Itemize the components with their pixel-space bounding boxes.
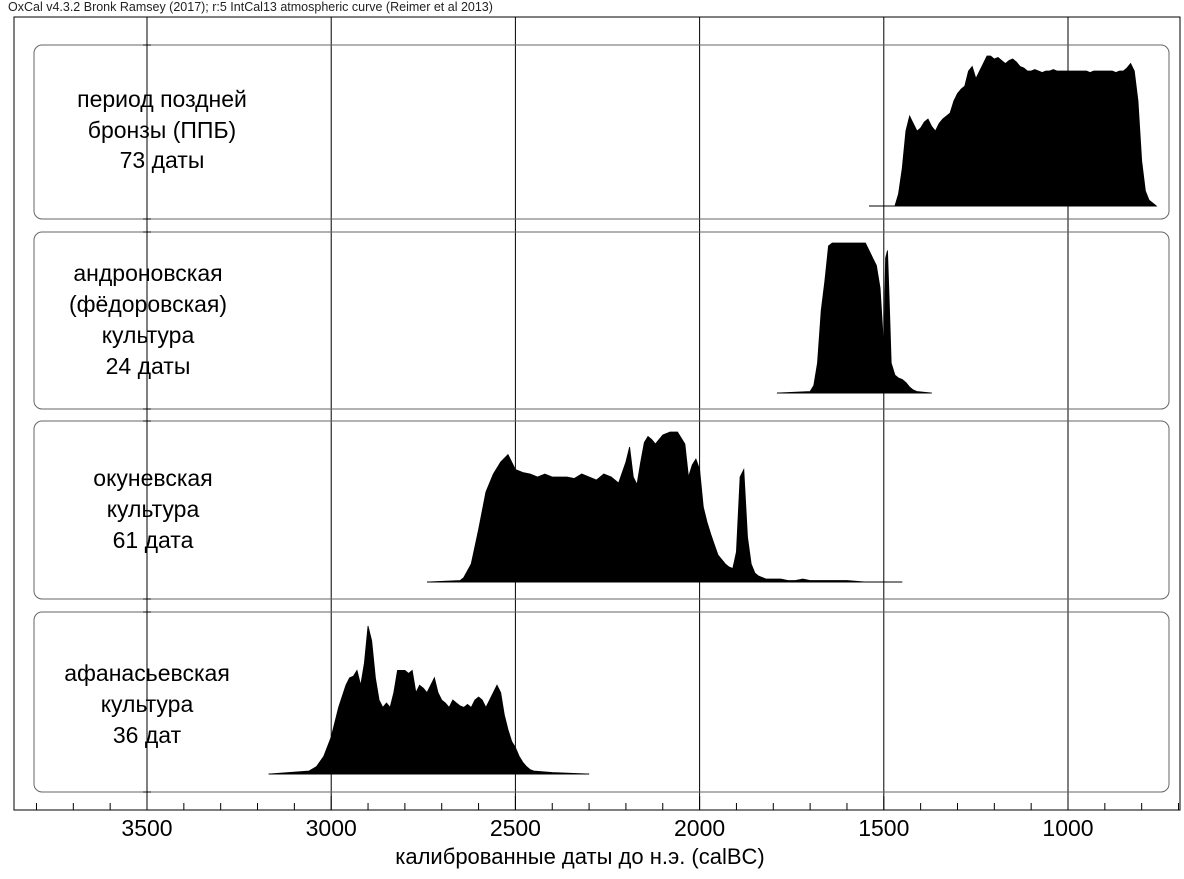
panel-1	[33, 44, 1170, 220]
panel-label-2-line-4: 24 даты	[106, 353, 191, 379]
panel-label-4-line-3: 36 дат	[113, 722, 182, 748]
panels	[33, 44, 1170, 793]
density-area-4	[268, 625, 590, 775]
tick-label-3500: 3500	[121, 815, 172, 841]
panel-label-3-line-3: 61 дата	[113, 527, 194, 553]
panel-labels: период поздней бронзы (ППБ) 73 даты андроно…	[64, 86, 247, 748]
panel-label-3-line-1: окуневская	[93, 465, 212, 491]
grid	[146, 17, 1069, 810]
plot-frame	[13, 16, 1181, 811]
tick-label-2500: 2500	[490, 815, 541, 841]
density-area-1	[869, 55, 1158, 207]
tick-label-1500: 1500	[858, 815, 909, 841]
tick-label-3000: 3000	[306, 815, 357, 841]
tick-label-1000: 1000	[1042, 815, 1093, 841]
panel-4	[33, 611, 1170, 793]
panel-label-1-line-3: 73 даты	[120, 147, 205, 173]
density-areas	[268, 55, 1158, 775]
panel-label-2-line-1: андроновская	[73, 260, 222, 286]
panel-label-1-line-2: бронзы (ППБ)	[88, 117, 236, 143]
chart-header: OxCal v4.3.2 Bronk Ramsey (2017); r:5 In…	[8, 0, 493, 14]
panel-label-1-line-1: период поздней	[77, 86, 247, 112]
x-axis-title: калиброванные даты до н.э. (calBC)	[395, 844, 765, 869]
panel-label-4-line-2: культура	[101, 691, 194, 717]
panel-label-3-line-2: культура	[107, 496, 200, 522]
density-area-2	[776, 242, 932, 394]
panel-label-4-line-1: афанасьевская	[64, 660, 230, 686]
panel-3	[33, 420, 1170, 600]
panel-label-2-line-3: культура	[102, 322, 195, 348]
density-area-3	[426, 431, 903, 583]
panel-label-2-line-2: (фёдоровская)	[69, 291, 227, 317]
x-axis: 3500 3000 2500 2000 1500 1000	[35, 44, 1180, 841]
panel-2	[33, 231, 1170, 410]
tick-label-2000: 2000	[674, 815, 725, 841]
